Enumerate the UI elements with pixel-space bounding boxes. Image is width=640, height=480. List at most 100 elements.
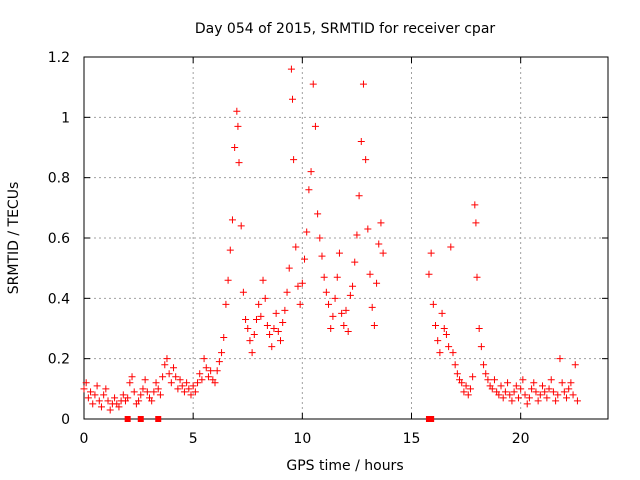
data-point — [82, 379, 90, 387]
data-point — [220, 334, 228, 342]
data-point — [91, 391, 99, 399]
data-point — [331, 294, 339, 302]
data-point — [447, 243, 455, 251]
data-point — [263, 321, 271, 329]
data-point — [294, 282, 302, 290]
data-point — [482, 370, 490, 378]
data-point — [366, 270, 374, 278]
data-point — [100, 391, 108, 399]
data-point — [178, 382, 186, 390]
data-point — [204, 373, 212, 381]
data-point — [438, 309, 446, 317]
data-point — [539, 382, 546, 390]
data-point — [170, 364, 178, 372]
chart-title: Day 054 of 2015, SRMTID for receiver cpa… — [195, 21, 496, 37]
y-tick-label: 1 — [61, 110, 70, 126]
data-point — [252, 315, 260, 323]
data-point — [180, 388, 188, 396]
square-marker — [124, 416, 131, 422]
data-point — [573, 397, 581, 405]
data-point — [451, 361, 459, 369]
data-point — [514, 394, 522, 402]
data-point — [215, 358, 223, 366]
data-point — [311, 122, 319, 130]
data-point — [316, 234, 324, 242]
data-point — [335, 249, 343, 257]
data-point — [519, 376, 527, 384]
data-point — [104, 397, 112, 405]
data-point — [115, 403, 123, 411]
data-point — [488, 385, 496, 393]
data-point — [124, 394, 132, 402]
data-point — [248, 349, 256, 357]
data-point — [296, 300, 304, 308]
data-point — [161, 361, 169, 369]
data-point — [89, 400, 97, 408]
data-point — [279, 318, 287, 326]
data-point — [244, 325, 252, 332]
data-point — [427, 249, 435, 257]
data-point — [571, 361, 579, 369]
data-point — [231, 144, 239, 151]
data-point — [512, 382, 520, 390]
data-point — [255, 300, 263, 308]
data-point — [281, 306, 289, 314]
data-point — [111, 394, 119, 402]
data-point — [237, 222, 245, 230]
data-point — [368, 303, 376, 311]
data-point — [242, 315, 250, 323]
x-axis-label: GPS time / hours — [286, 458, 403, 474]
axis-ticks: 0 0.2 0.4 0.6 0.8 1 1.2 0 5 10 15 20 — [48, 50, 608, 447]
data-point — [327, 325, 335, 332]
data-point — [309, 80, 317, 88]
data-point — [429, 300, 437, 308]
data-point — [233, 107, 241, 115]
data-point — [261, 294, 269, 302]
data-point — [200, 355, 208, 363]
data-point — [432, 321, 440, 329]
data-point — [344, 328, 352, 336]
data-point — [303, 228, 311, 236]
data-point — [102, 385, 110, 393]
data-point — [139, 385, 147, 393]
data-point — [207, 367, 215, 375]
y-tick-label: 0 — [61, 412, 70, 428]
data-point — [523, 400, 531, 408]
data-point — [285, 264, 293, 272]
data-point — [322, 288, 330, 296]
square-marker — [155, 416, 162, 422]
data-point — [351, 258, 359, 266]
data-point — [95, 397, 103, 405]
data-point — [218, 349, 226, 357]
data-point — [364, 225, 372, 233]
data-point — [569, 391, 577, 399]
data-point — [477, 343, 485, 351]
y-tick-label: 0.4 — [48, 291, 70, 307]
data-point — [228, 216, 236, 224]
data-point — [563, 394, 571, 402]
data-point — [272, 309, 280, 317]
data-point — [235, 159, 243, 167]
data-point — [290, 156, 298, 164]
data-point — [484, 376, 492, 384]
data-point — [239, 288, 247, 296]
data-point — [154, 385, 162, 393]
data-point — [333, 273, 341, 281]
data-point — [506, 391, 514, 399]
data-point — [307, 168, 315, 176]
data-point — [150, 388, 158, 396]
data-point — [379, 249, 387, 257]
data-points — [80, 65, 581, 422]
data-point — [434, 337, 442, 345]
data-point — [464, 391, 472, 399]
data-point — [283, 288, 291, 296]
data-point — [97, 403, 105, 411]
data-point — [213, 367, 221, 375]
data-point — [532, 388, 540, 396]
data-point — [530, 379, 538, 387]
data-point — [287, 65, 295, 73]
data-point — [349, 282, 357, 290]
data-point — [292, 243, 300, 251]
data-point — [552, 397, 560, 405]
